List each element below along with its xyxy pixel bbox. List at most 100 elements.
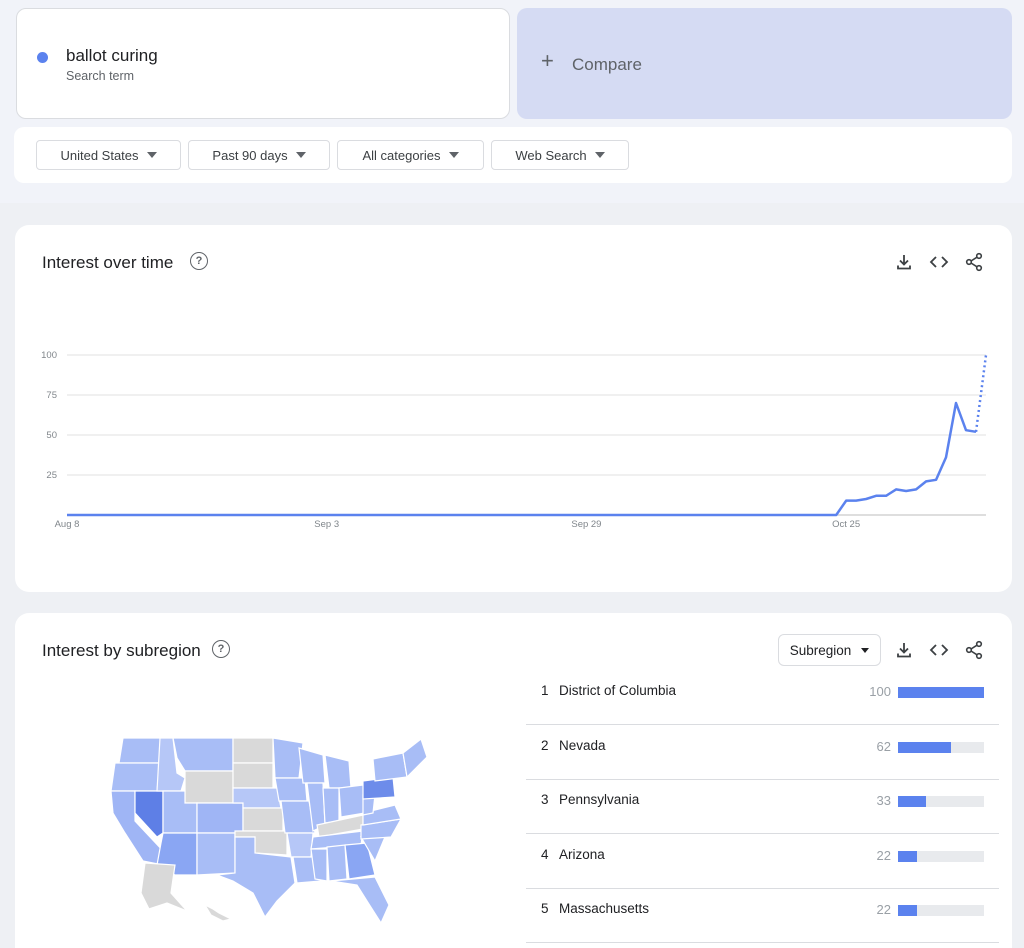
caret-down-icon <box>594 152 605 158</box>
row-rank: 3 <box>541 792 549 807</box>
row-bar-fill <box>898 742 952 753</box>
y-tick-label: 50 <box>46 430 57 441</box>
row-rank: 5 <box>541 901 549 916</box>
x-tick-label: Sep 3 <box>314 519 339 530</box>
subregion-row[interactable]: 3 Pennsylvania 33 <box>526 780 999 834</box>
interest-by-subregion-card: Interest by subregion ? Subregion <box>15 613 1012 948</box>
series-partial-line <box>974 354 988 432</box>
row-bar <box>898 905 984 916</box>
map-state-north-dakota <box>232 737 274 764</box>
x-tick-label: Oct 25 <box>832 519 860 530</box>
row-bar-fill <box>898 687 984 698</box>
map-state-michigan <box>324 754 352 789</box>
subregion-row[interactable]: 1 District of Columbia 100 <box>526 671 999 725</box>
map-state-mississippi <box>310 848 328 882</box>
map-state-indiana <box>322 787 340 824</box>
x-tick-label: Aug 8 <box>55 519 80 530</box>
y-tick-label: 75 <box>46 390 57 401</box>
map-state-florida <box>330 876 390 923</box>
row-name: Pennsylvania <box>559 792 640 807</box>
subregion-select[interactable]: Subregion <box>778 634 881 666</box>
download-icon[interactable] <box>893 639 915 661</box>
subregion-select-label: Subregion <box>789 642 852 658</box>
term-color-dot <box>37 52 48 63</box>
search-term-name[interactable]: ballot curing <box>66 46 158 65</box>
filter-bar: United States Past 90 days All categorie… <box>14 127 1012 183</box>
share-icon[interactable] <box>963 639 985 661</box>
search-term-card[interactable]: ballot curing Search term <box>16 8 510 119</box>
map-state-south-dakota <box>232 762 274 789</box>
interest-line-chart: 25 50 75 100 Aug 8 Sep 3 Sep 29 Oct 25 <box>41 350 988 530</box>
row-bar-fill <box>898 796 927 807</box>
subregion-row[interactable]: 4 Arizona 22 <box>526 835 999 889</box>
compare-button[interactable]: + Compare <box>517 8 1012 119</box>
filter-location-label: United States <box>60 147 139 163</box>
subregion-row[interactable]: 2 Nevada 62 <box>526 726 999 780</box>
map-state-new-england <box>402 738 428 779</box>
caret-down-icon <box>146 152 157 158</box>
y-tick-label: 100 <box>41 350 57 361</box>
row-name: Massachusetts <box>559 901 650 916</box>
row-rank: 1 <box>541 683 549 698</box>
filter-location[interactable]: United States <box>36 140 181 170</box>
row-bar-fill <box>898 851 917 862</box>
search-term-subtitle: Search term <box>66 69 135 83</box>
y-tick-label: 25 <box>46 470 57 481</box>
map-state-minnesota <box>272 737 304 779</box>
row-bar-fill <box>898 905 917 916</box>
series-line <box>67 401 977 517</box>
map-state-washington <box>118 737 166 764</box>
interest-by-subregion-title: Interest by subregion <box>42 641 201 660</box>
map-state-alabama <box>326 844 348 882</box>
embed-icon[interactable] <box>928 251 950 273</box>
row-value: 33 <box>876 793 891 808</box>
map-state-iowa <box>274 777 308 802</box>
map-state-texas <box>216 836 296 919</box>
x-tick-label: Sep 29 <box>571 519 601 530</box>
map-state-new-mexico <box>196 832 236 876</box>
map-state-ohio <box>338 784 366 818</box>
map-state-wisconsin <box>298 747 326 784</box>
row-value: 100 <box>869 684 891 699</box>
row-name: Nevada <box>559 738 606 753</box>
row-rank: 2 <box>541 738 549 753</box>
interest-over-time-title: Interest over time <box>42 253 174 272</box>
row-value: 22 <box>876 848 891 863</box>
map-state-missouri <box>280 800 316 834</box>
subregion-row[interactable]: 5 Massachusetts 22 <box>526 889 999 943</box>
help-icon[interactable]: ? <box>190 252 208 270</box>
caret-down-icon <box>295 152 306 158</box>
row-rank: 4 <box>541 847 549 862</box>
us-subregion-map[interactable] <box>105 733 435 923</box>
filter-search-type-label: Web Search <box>515 147 587 163</box>
map-state-alaska <box>140 862 188 912</box>
map-state-montana <box>172 737 234 772</box>
compare-label: Compare <box>572 55 642 74</box>
row-name: Arizona <box>559 847 605 862</box>
filter-time-label: Past 90 days <box>212 147 288 163</box>
row-bar <box>898 851 984 862</box>
filter-time-range[interactable]: Past 90 days <box>188 140 330 170</box>
map-state-virginia <box>362 804 402 826</box>
filter-search-type[interactable]: Web Search <box>491 140 629 170</box>
map-state-georgia <box>344 842 376 880</box>
filter-category[interactable]: All categories <box>337 140 484 170</box>
map-state-colorado <box>196 802 244 834</box>
map-state-wyoming <box>184 770 234 804</box>
download-icon[interactable] <box>893 251 915 273</box>
share-icon[interactable] <box>963 251 985 273</box>
interest-over-time-card: Interest over time ? 25 50 75 100 Aug 8 Sep 3… <box>15 225 1012 592</box>
row-name: District of Columbia <box>559 683 677 698</box>
row-value: 62 <box>876 739 891 754</box>
map-state-hawaii <box>203 903 233 922</box>
filter-category-label: All categories <box>362 147 441 163</box>
map-state-arkansas <box>286 832 314 858</box>
row-bar <box>898 687 984 698</box>
row-bar <box>898 742 984 753</box>
embed-icon[interactable] <box>928 639 950 661</box>
caret-down-icon <box>448 152 459 158</box>
help-icon[interactable]: ? <box>212 640 230 658</box>
row-bar <box>898 796 984 807</box>
map-state-kansas <box>242 807 284 832</box>
row-value: 22 <box>876 902 891 917</box>
